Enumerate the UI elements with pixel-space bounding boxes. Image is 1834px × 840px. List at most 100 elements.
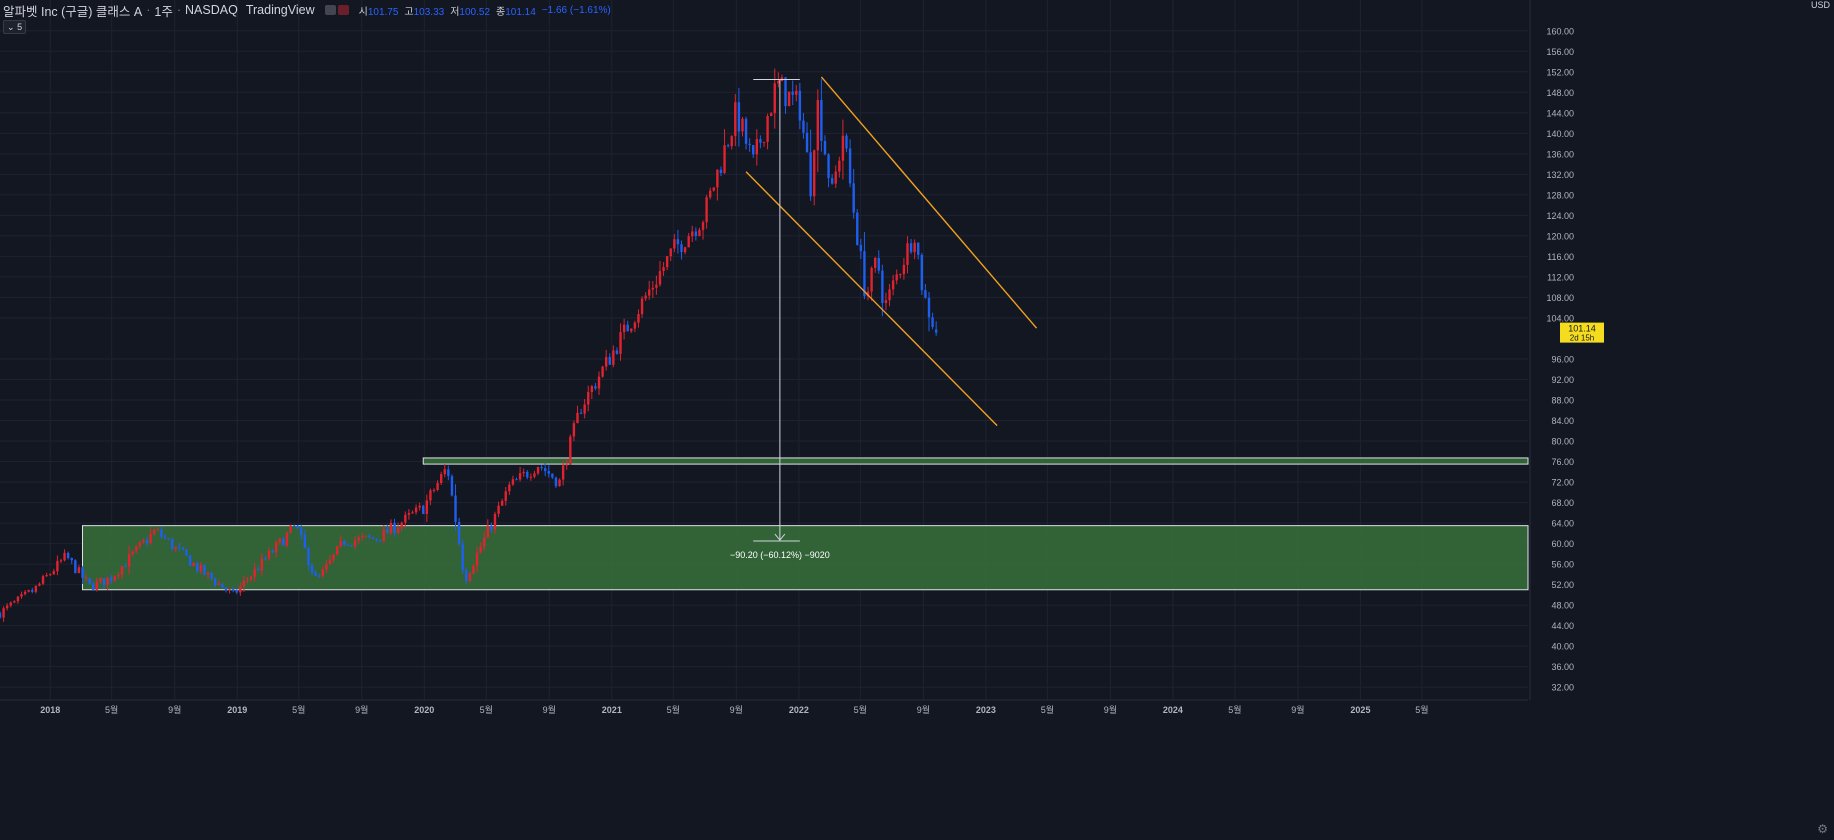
support-zone[interactable] — [81, 525, 1529, 591]
candle-up — [558, 479, 561, 487]
candle-up — [411, 512, 414, 514]
time-tick-label: 9월 — [355, 704, 368, 715]
price-axis[interactable]: 32.00 36.00 40.00 44.00 48.00 52.00 56.00 60.00… — [1529, 0, 1604, 700]
ohlc-low: 저100.52 — [450, 6, 491, 18]
time-tick-label: 2018 — [40, 705, 60, 715]
candle-down — [909, 243, 913, 253]
minus-icon[interactable] — [324, 5, 336, 15]
time-tick-label: 5월 — [292, 704, 305, 715]
candle-up — [597, 376, 601, 389]
candle-down — [827, 154, 830, 179]
candle-up — [891, 280, 895, 290]
candle-up — [604, 357, 608, 367]
candle-up — [174, 546, 177, 550]
candle-up — [364, 535, 368, 537]
candle-up — [242, 580, 246, 587]
candle-down — [375, 538, 378, 541]
candle-up — [500, 500, 504, 506]
support-zones[interactable] — [81, 457, 1529, 591]
price-tick-label: 68.00 — [1551, 498, 1574, 508]
candle-up — [870, 267, 873, 292]
candle-up — [13, 601, 16, 603]
candle-up — [285, 532, 289, 546]
candle-up — [407, 512, 411, 515]
trend-channel-line[interactable] — [820, 76, 1038, 329]
candle-up — [153, 529, 156, 534]
candle-up — [673, 239, 676, 249]
candle-down — [744, 118, 748, 144]
trend-channel-line[interactable] — [745, 171, 998, 427]
candle-up — [217, 583, 220, 585]
candle-up — [135, 546, 138, 552]
candle-up — [2, 608, 5, 618]
interval-label[interactable]: 1주 — [154, 4, 173, 19]
candle-down — [196, 563, 199, 571]
candle-down — [70, 558, 73, 561]
candle-up — [361, 536, 364, 538]
candle-up — [9, 602, 12, 606]
gear-icon[interactable]: ⚙ — [1817, 822, 1828, 836]
legend-toggle[interactable] — [324, 5, 351, 15]
candle-down — [726, 145, 730, 147]
candle-down — [160, 529, 163, 537]
candle-up — [357, 537, 360, 541]
candle-up — [56, 560, 59, 572]
drawings[interactable]: −90.20 (−60.12%) −9020 — [730, 76, 1038, 560]
candle-up — [787, 91, 791, 107]
exchange-label: NASDAQ — [185, 3, 238, 17]
price-tick-label: 44.00 — [1551, 621, 1574, 631]
candle-up — [619, 332, 622, 354]
candle-down — [31, 590, 34, 592]
time-tick-label: 9월 — [1291, 704, 1304, 715]
indicators-collapse-button[interactable]: ⌄ 5 — [3, 20, 27, 34]
price-tick-label: 32.00 — [1551, 683, 1574, 693]
candle-up — [716, 169, 719, 188]
candle-down — [0, 612, 2, 618]
candle-down — [809, 152, 812, 197]
chevron-down-icon: ⌄ — [7, 22, 15, 32]
candle-up — [38, 583, 41, 586]
currency-label[interactable]: USD — [1810, 0, 1830, 10]
candle-up — [569, 436, 572, 465]
time-tick-label: 5월 — [667, 704, 680, 715]
ohlc-high: 고103.33 — [404, 6, 445, 18]
candle-up — [687, 236, 690, 248]
time-tick-label: 5월 — [1415, 704, 1428, 715]
ohlc-close: 종101.14 — [496, 6, 536, 18]
price-tick-label: 112.00 — [1547, 272, 1574, 282]
candle-up — [561, 465, 565, 480]
candle-up — [149, 533, 152, 544]
candle-up — [576, 412, 579, 424]
candle-up — [834, 171, 837, 184]
time-tick-label: 5월 — [105, 704, 118, 715]
symbol-name[interactable]: 알파벳 Inc (구글) 클래스 A — [3, 4, 143, 19]
candle-down — [752, 145, 755, 155]
time-tick-label: 2020 — [414, 705, 434, 715]
candle-up — [730, 136, 733, 147]
time-tick-label: 5월 — [1041, 704, 1054, 715]
candle-down — [615, 350, 619, 354]
candle-down — [544, 468, 547, 472]
candle-up — [199, 564, 203, 571]
candle-down — [694, 231, 698, 237]
candle-up — [587, 392, 590, 405]
support-zone[interactable] — [422, 457, 1529, 465]
candle-up — [734, 102, 737, 137]
time-axis[interactable]: 2018 5월 9월 2019 5월 9월 2020 5월 9월 2021 5월 9월 2022 5월 9월… — [0, 699, 1528, 715]
price-tick-label: 156.00 — [1546, 47, 1574, 57]
candle-up — [630, 328, 633, 332]
candle-up — [332, 554, 335, 560]
candle-up — [321, 569, 325, 577]
candle-up — [5, 605, 9, 609]
candle-down — [881, 270, 884, 304]
candle-down — [74, 560, 77, 573]
flag-icon[interactable] — [337, 5, 349, 15]
candle-up — [755, 139, 759, 155]
candle-up — [899, 274, 902, 276]
candle-up — [49, 574, 52, 576]
candle-up — [572, 423, 576, 437]
candle-down — [300, 527, 303, 536]
price-tick-label: 76.00 — [1551, 457, 1574, 467]
